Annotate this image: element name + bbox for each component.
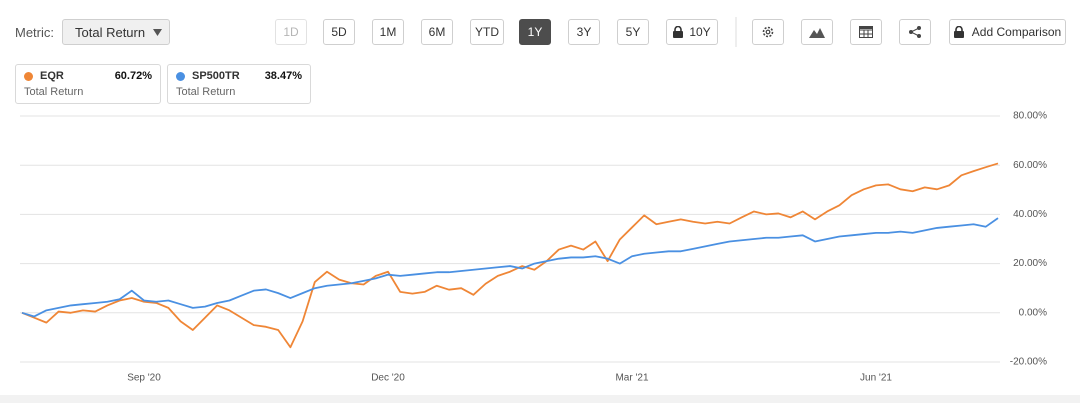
chart-type-button[interactable] bbox=[801, 19, 833, 45]
legend-dot bbox=[176, 72, 185, 81]
range-button[interactable]: 1M bbox=[372, 19, 404, 45]
x-tick-label: Jun '21 bbox=[860, 373, 892, 384]
legend-item[interactable]: SP500TR 38.47% Total Return bbox=[167, 64, 311, 104]
legend-item[interactable]: EQR 60.72% Total Return bbox=[15, 64, 161, 104]
range-button[interactable]: 1D bbox=[275, 19, 307, 45]
range-button[interactable]: 6M bbox=[421, 19, 453, 45]
add-comparison-label: Add Comparison bbox=[971, 25, 1062, 39]
series-line bbox=[21, 217, 999, 318]
legend-dot bbox=[24, 72, 33, 81]
lock-icon bbox=[673, 26, 684, 38]
legend-name: EQR bbox=[40, 70, 64, 82]
range-button[interactable]: 10Y bbox=[666, 19, 718, 45]
range-button[interactable]: 1Y bbox=[519, 19, 551, 45]
metric-dropdown[interactable]: Total Return bbox=[62, 19, 170, 45]
series-line bbox=[21, 162, 999, 349]
add-comparison-button[interactable]: Add Comparison bbox=[949, 19, 1066, 45]
range-button[interactable]: 5Y bbox=[617, 19, 649, 45]
dropdown-arrow bbox=[153, 29, 162, 36]
lock-icon bbox=[953, 26, 964, 38]
legend-name: SP500TR bbox=[192, 70, 240, 82]
mountain-icon bbox=[809, 28, 825, 38]
settings-button[interactable] bbox=[752, 19, 784, 45]
range-label: 3Y bbox=[576, 25, 592, 39]
legend-value: 38.47% bbox=[264, 70, 302, 82]
x-tick-label: Mar '21 bbox=[615, 373, 648, 384]
x-tick-label: Dec '20 bbox=[371, 373, 405, 384]
y-tick-label: 80.00% bbox=[1013, 111, 1047, 122]
x-tick-label: Sep '20 bbox=[127, 373, 161, 384]
share-button[interactable] bbox=[899, 19, 931, 45]
legend-metric: Total Return bbox=[24, 86, 84, 98]
range-button[interactable]: 3Y bbox=[568, 19, 600, 45]
table-icon bbox=[859, 26, 873, 38]
legend-value: 60.72% bbox=[114, 70, 152, 82]
range-label: 1Y bbox=[527, 25, 543, 39]
metric-label: Metric: bbox=[15, 25, 54, 40]
range-label: 6M bbox=[428, 25, 446, 39]
range-label: 5Y bbox=[625, 25, 641, 39]
share-icon bbox=[909, 26, 921, 38]
legend-metric: Total Return bbox=[176, 86, 236, 98]
y-tick-label: -20.00% bbox=[1010, 357, 1047, 368]
footer-strip bbox=[0, 395, 1080, 403]
metric-value: Total Return bbox=[75, 24, 146, 40]
y-tick-label: 20.00% bbox=[1013, 258, 1047, 269]
range-label: 5D bbox=[331, 25, 347, 39]
gear-icon bbox=[762, 26, 774, 38]
range-label: YTD bbox=[475, 25, 499, 39]
y-tick-label: 0.00% bbox=[1019, 307, 1047, 318]
range-button[interactable]: 5D bbox=[323, 19, 355, 45]
table-button[interactable] bbox=[850, 19, 882, 45]
y-tick-label: 60.00% bbox=[1013, 160, 1047, 171]
range-label: 1D bbox=[283, 25, 299, 39]
range-button[interactable]: YTD bbox=[470, 19, 504, 45]
y-tick-label: 40.00% bbox=[1013, 209, 1047, 220]
range-label: 10Y bbox=[689, 25, 711, 39]
range-label: 1M bbox=[379, 25, 397, 39]
